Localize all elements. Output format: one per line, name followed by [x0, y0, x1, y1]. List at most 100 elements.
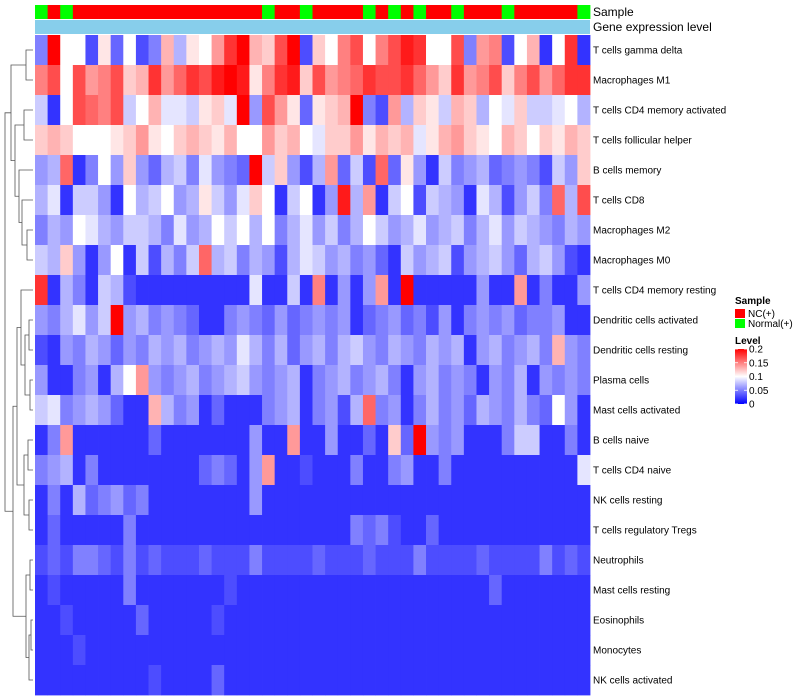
heatmap-cell — [312, 365, 326, 396]
heatmap-cell — [325, 215, 339, 246]
heatmap-cell — [72, 545, 86, 576]
heatmap-cell — [148, 635, 162, 666]
legend-normal-swatch — [735, 319, 745, 328]
heatmap-cell — [451, 485, 465, 516]
heatmap-cell — [98, 635, 112, 666]
heatmap-cell — [148, 95, 162, 126]
sample-track-label: Sample — [593, 5, 634, 19]
legend-tick-label: 0.15 — [749, 358, 769, 369]
heatmap-cell — [85, 395, 99, 426]
heatmap-cell — [476, 665, 490, 696]
heatmap-cell — [299, 635, 313, 666]
heatmap-cell — [198, 635, 212, 666]
heatmap-cell — [211, 455, 225, 486]
heatmap-cell — [514, 395, 528, 426]
heatmap-cell — [514, 515, 528, 546]
sample-annotation-cell — [539, 5, 553, 19]
heatmap-cell — [463, 665, 477, 696]
heatmap-cell — [388, 515, 402, 546]
heatmap-cell — [526, 395, 540, 426]
heatmap-cell — [451, 125, 465, 156]
heatmap-cell — [501, 35, 515, 66]
heatmap-cell — [262, 455, 276, 486]
heatmap-cell — [249, 275, 263, 306]
heatmap-cell — [564, 485, 578, 516]
heatmap-cell — [539, 665, 553, 696]
heatmap-cell — [262, 305, 276, 336]
heatmap-cell — [526, 95, 540, 126]
heatmap-cell — [236, 425, 250, 456]
heatmap-cell — [299, 155, 313, 186]
heatmap-cell — [224, 95, 238, 126]
heatmap-cell — [501, 365, 515, 396]
heatmap-cell — [224, 575, 238, 606]
heatmap-cell — [577, 125, 591, 156]
heatmap-cell — [47, 35, 61, 66]
heatmap-cell — [236, 305, 250, 336]
heatmap-cell — [325, 275, 339, 306]
sample-annotation-cell — [211, 5, 225, 19]
heatmap-cell — [325, 335, 339, 366]
heatmap-cell — [262, 545, 276, 576]
heatmap-cell — [337, 485, 351, 516]
heatmap-cell — [438, 635, 452, 666]
heatmap-cell — [135, 305, 149, 336]
heatmap-cell — [388, 275, 402, 306]
heatmap-cell — [337, 395, 351, 426]
heatmap-cell — [135, 545, 149, 576]
heatmap-cell — [426, 95, 440, 126]
heatmap-cell — [287, 575, 301, 606]
heatmap-cell — [148, 455, 162, 486]
dendrogram-branch — [21, 199, 33, 246]
heatmap-cell — [60, 395, 74, 426]
heatmap-cell — [135, 245, 149, 276]
heatmap-cell — [262, 95, 276, 126]
heatmap-cell — [161, 155, 175, 186]
heatmap-cell — [577, 665, 591, 696]
heatmap-cell — [388, 575, 402, 606]
heatmap-cell — [98, 125, 112, 156]
heatmap-cell — [274, 515, 288, 546]
sample-annotation-cell — [72, 5, 86, 19]
heatmap-cell — [72, 605, 86, 636]
heatmap-cell — [451, 515, 465, 546]
heatmap-cell — [274, 155, 288, 186]
sample-annotation-cell — [186, 5, 200, 19]
heatmap-cell — [299, 95, 313, 126]
heatmap-cell — [526, 245, 540, 276]
sample-annotation-cell — [362, 5, 376, 19]
heatmap-cell — [98, 335, 112, 366]
heatmap-cell — [489, 605, 503, 636]
heatmap-cell — [148, 545, 162, 576]
heatmap-cell — [413, 665, 427, 696]
heatmap-cell — [489, 635, 503, 666]
heatmap-cell — [476, 515, 490, 546]
heatmap-cell — [299, 665, 313, 696]
heatmap-cell — [249, 575, 263, 606]
heatmap-cell — [564, 125, 578, 156]
heatmap-cell — [362, 455, 376, 486]
row-label: Macrophages M1 — [593, 76, 671, 87]
heatmap-cell — [362, 605, 376, 636]
heatmap-cell — [287, 305, 301, 336]
heatmap-cell — [539, 455, 553, 486]
heatmap-cell — [262, 395, 276, 426]
row-label: NK cells activated — [593, 676, 672, 687]
heatmap-cell — [186, 575, 200, 606]
heatmap-cell — [274, 605, 288, 636]
heatmap-cell — [362, 335, 376, 366]
sample-annotation-cell — [552, 5, 566, 19]
heatmap-cell — [312, 65, 326, 96]
heatmap-cell — [224, 515, 238, 546]
heatmap-cell — [186, 455, 200, 486]
heatmap-cell — [60, 665, 74, 696]
heatmap-cell — [564, 155, 578, 186]
heatmap-cell — [476, 65, 490, 96]
heatmap-cell — [299, 305, 313, 336]
heatmap-cell — [489, 305, 503, 336]
heatmap-cell — [161, 635, 175, 666]
sample-annotation-cell — [85, 5, 99, 19]
heatmap-cell — [85, 155, 99, 186]
heatmap-cell — [438, 185, 452, 216]
heatmap-cell — [526, 635, 540, 666]
